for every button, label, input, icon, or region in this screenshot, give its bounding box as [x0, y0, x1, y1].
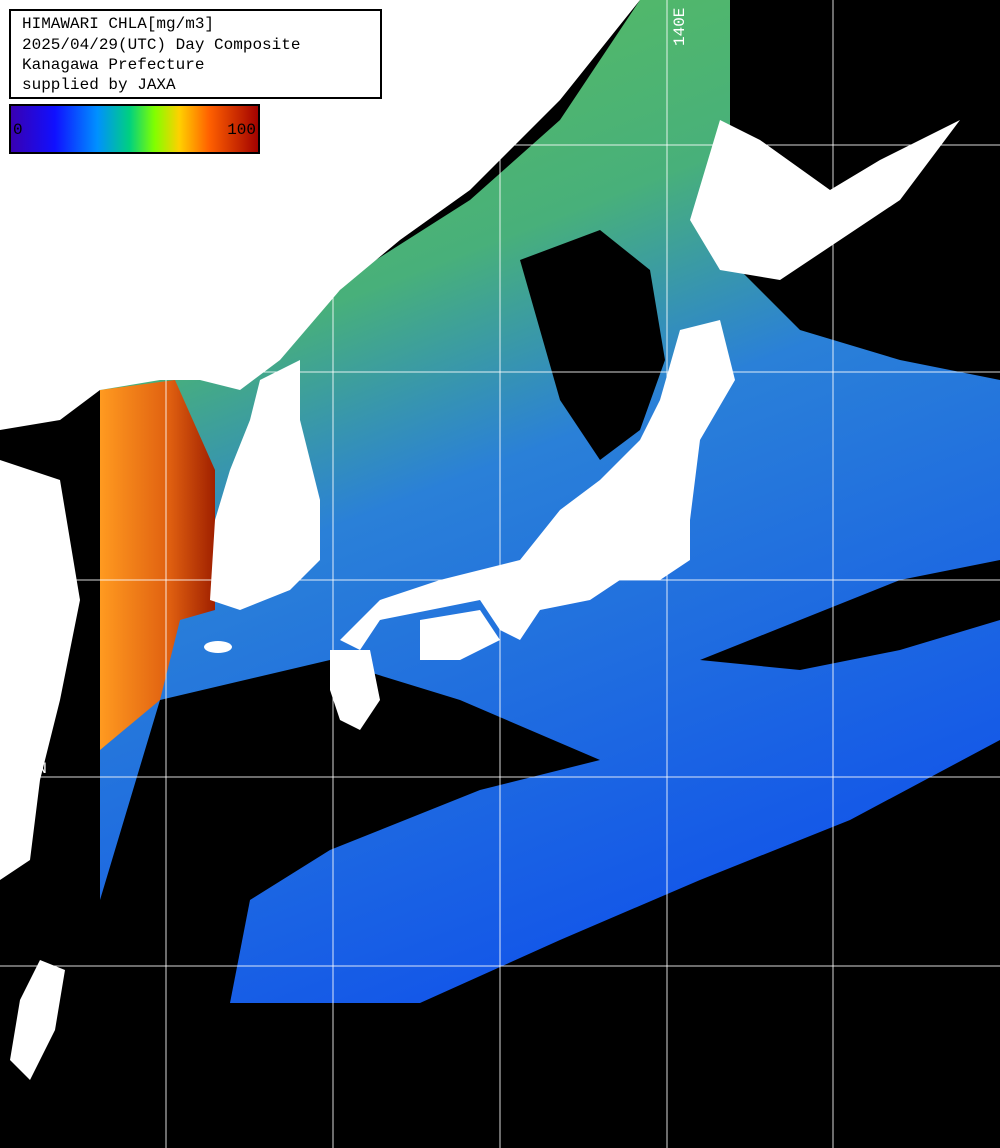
land-shikoku: [420, 610, 500, 660]
land-honshu: [340, 320, 735, 650]
land-kyushu: [330, 650, 380, 730]
cloud: [520, 230, 665, 460]
cloud: [100, 660, 600, 900]
land-korea: [210, 360, 320, 610]
land-jeju: [204, 641, 232, 653]
land-china-coast: [0, 460, 80, 880]
legend-line: 2025/04/29(UTC) Day Composite: [22, 36, 300, 54]
land-hokkaido: [690, 120, 960, 280]
legend-box: [9, 9, 382, 99]
legend-line: supplied by JAXA: [22, 76, 176, 94]
cloud: [700, 560, 1000, 670]
lat-label: 30N: [18, 760, 47, 778]
land-taiwan: [10, 960, 65, 1080]
legend-line: Kanagawa Prefecture: [22, 56, 204, 74]
lon-label: 140E: [671, 8, 689, 46]
colorbar-max: 100: [227, 121, 256, 139]
lat-label: 40N: [12, 354, 41, 372]
colorbar-min: 0: [13, 121, 23, 139]
cloud: [420, 740, 1000, 1003]
legend-line: HIMAWARI CHLA[mg/m3]: [22, 15, 214, 33]
high-chla-coast: [100, 380, 215, 750]
cloud: [100, 900, 250, 1003]
colorbar: [9, 104, 260, 154]
